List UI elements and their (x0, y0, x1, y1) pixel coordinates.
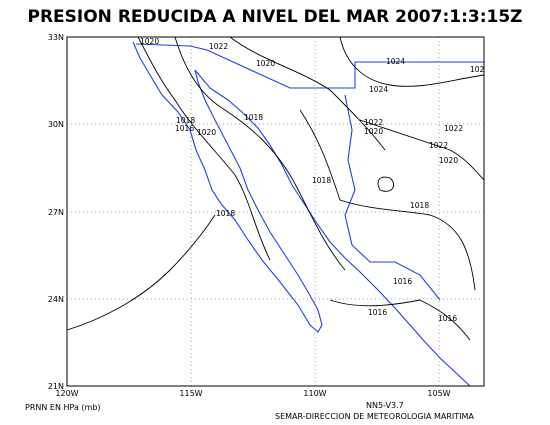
isobars (66, 36, 485, 341)
contour-label: 1018 (216, 209, 235, 218)
contour-label: 1022 (444, 124, 463, 133)
map-frame (66, 36, 485, 387)
contour-label: 1022 (429, 141, 448, 150)
contour-label: 1020 (439, 156, 458, 165)
longitude-labels: 120W 115W 110W 105W (55, 389, 450, 398)
version-label: NN5-V3.7 (366, 401, 404, 410)
contour-label: 1020 (197, 128, 216, 137)
contour-label: 1022 (364, 118, 383, 127)
lon-label: 120W (55, 389, 78, 398)
contour-label: 1016 (393, 277, 412, 286)
grid (67, 37, 484, 386)
contour-label: 1016 (438, 314, 457, 323)
lon-label: 105W (427, 389, 450, 398)
contour-label: 102 (470, 65, 485, 74)
contour-label: 1018 (410, 201, 429, 210)
contour-label: 1022 (209, 42, 228, 51)
contour-label: 1020 (364, 127, 383, 136)
lat-label: 27N (48, 208, 64, 217)
contour-label: 1016 (368, 308, 387, 317)
contour-label: 1024 (386, 57, 405, 66)
contour-label: 1024 (369, 85, 388, 94)
agency-label: SEMAR-DIRECCION DE METEOROLOGIA MARITIMA (275, 412, 474, 421)
lon-label: 110W (303, 389, 326, 398)
contour-label: 1018 (176, 116, 195, 125)
lat-label: 30N (48, 120, 64, 129)
lat-label: 24N (48, 295, 64, 304)
lat-label: 33N (48, 33, 64, 42)
contour-label: 1018 (312, 176, 331, 185)
contour-label: 1018 (244, 113, 263, 122)
coastline (132, 41, 484, 387)
lat-label: 21N (48, 382, 64, 391)
contour-label: 1016 (175, 124, 194, 133)
map-title: PRESION REDUCIDA A NIVEL DEL MAR 2007:1:… (28, 7, 523, 27)
contour-label: 1020 (140, 37, 159, 46)
contour-labels: 1020 1022 1020 1024 102 1024 1018 1016 1… (140, 37, 485, 323)
units-label: PRNN EN HPa (mb) (25, 403, 101, 412)
latitude-labels: 33N 30N 27N 24N 21N (48, 33, 64, 391)
lon-label: 115W (179, 389, 202, 398)
contour-label: 1020 (256, 59, 275, 68)
